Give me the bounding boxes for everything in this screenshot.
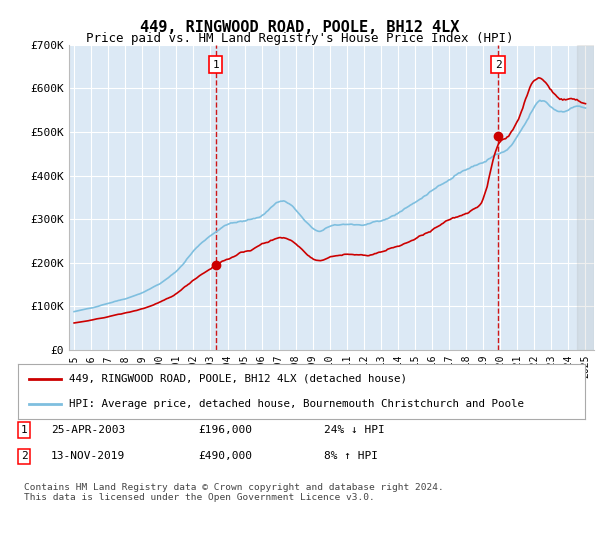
Text: 13-NOV-2019: 13-NOV-2019 — [51, 451, 125, 461]
Text: 8% ↑ HPI: 8% ↑ HPI — [324, 451, 378, 461]
Text: 449, RINGWOOD ROAD, POOLE, BH12 4LX: 449, RINGWOOD ROAD, POOLE, BH12 4LX — [140, 20, 460, 35]
Text: 25-APR-2003: 25-APR-2003 — [51, 425, 125, 435]
Text: 2: 2 — [494, 59, 502, 69]
Text: HPI: Average price, detached house, Bournemouth Christchurch and Poole: HPI: Average price, detached house, Bour… — [69, 399, 524, 409]
Text: 1: 1 — [20, 425, 28, 435]
Text: £196,000: £196,000 — [198, 425, 252, 435]
Text: 24% ↓ HPI: 24% ↓ HPI — [324, 425, 385, 435]
Text: 1: 1 — [212, 59, 219, 69]
Text: 449, RINGWOOD ROAD, POOLE, BH12 4LX (detached house): 449, RINGWOOD ROAD, POOLE, BH12 4LX (det… — [69, 374, 407, 384]
Text: Contains HM Land Registry data © Crown copyright and database right 2024.
This d: Contains HM Land Registry data © Crown c… — [24, 483, 444, 502]
Text: £490,000: £490,000 — [198, 451, 252, 461]
Bar — [577, 45, 594, 350]
Text: Price paid vs. HM Land Registry's House Price Index (HPI): Price paid vs. HM Land Registry's House … — [86, 32, 514, 45]
Text: 2: 2 — [20, 451, 28, 461]
